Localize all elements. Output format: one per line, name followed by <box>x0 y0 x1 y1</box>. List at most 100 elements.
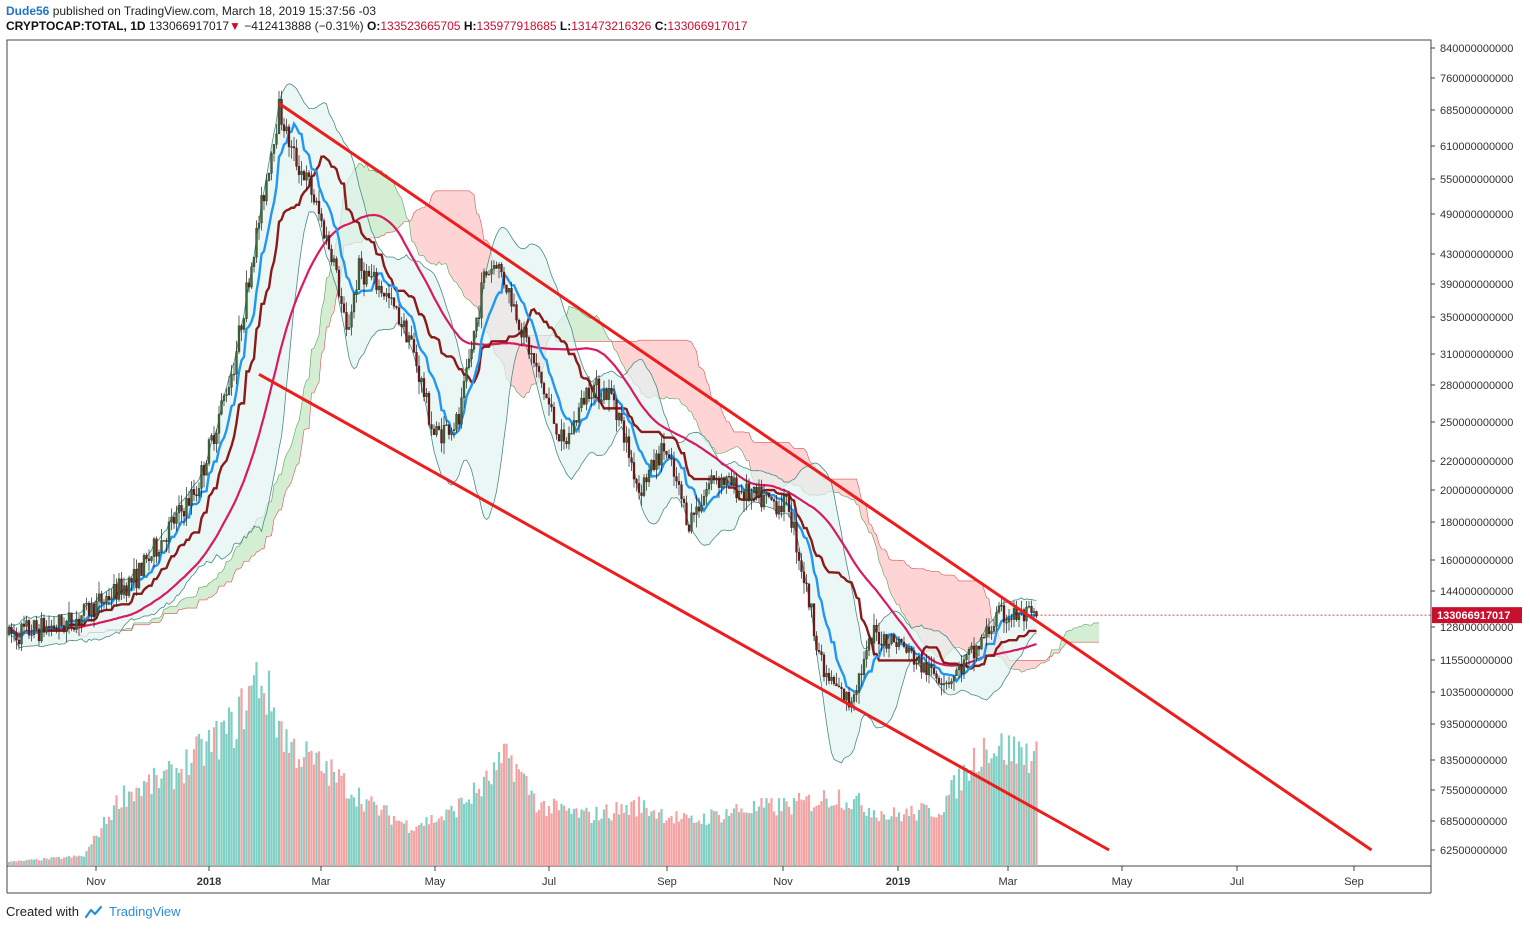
tradingview-brand[interactable]: TradingView <box>108 904 181 919</box>
volume-bar <box>165 769 168 866</box>
candle <box>925 654 928 682</box>
cloud-segment <box>659 340 662 399</box>
candle <box>777 500 781 520</box>
candle <box>147 549 151 571</box>
volume-bar <box>605 804 608 866</box>
candle <box>160 528 163 554</box>
volume-bar <box>522 773 526 866</box>
candle <box>312 189 316 206</box>
open-label: O: <box>367 19 381 33</box>
candle <box>927 655 931 684</box>
volume-bar <box>372 801 376 866</box>
volume-bar <box>535 812 538 866</box>
cloud-segment <box>911 568 914 631</box>
cloud-segment <box>784 442 787 486</box>
volume-bar <box>550 813 553 866</box>
candle <box>607 379 611 412</box>
volume-bar <box>320 770 323 866</box>
candle <box>752 486 756 503</box>
cloud-segment <box>421 207 424 257</box>
volume-bar <box>602 809 606 866</box>
candle <box>892 632 896 643</box>
candle <box>665 450 668 459</box>
cloud-segment <box>446 190 449 274</box>
cloud-segment <box>134 622 137 625</box>
volume-bar <box>992 753 996 866</box>
cloud-segment <box>591 317 594 342</box>
candle <box>282 117 286 138</box>
candle <box>807 582 811 611</box>
volume-bar <box>822 790 826 866</box>
candle <box>512 293 516 307</box>
author-link[interactable]: Dude56 <box>6 4 50 18</box>
volume-bar <box>425 817 428 866</box>
candle <box>300 161 303 186</box>
candle <box>577 402 581 433</box>
cloud-segment <box>206 583 209 600</box>
cloud-segment <box>1034 660 1037 669</box>
candle <box>820 644 823 662</box>
candle <box>555 423 558 440</box>
candle <box>660 436 663 473</box>
cloud-segment <box>889 558 892 596</box>
cloud-segment <box>664 340 667 399</box>
cloud-segment <box>921 568 924 643</box>
candle <box>747 478 751 503</box>
cloud-segment <box>149 619 152 625</box>
cloud-segment <box>241 536 244 568</box>
cloud-segment <box>254 518 257 557</box>
volume-bar <box>962 764 966 866</box>
upper-trend-line[interactable] <box>278 102 1373 852</box>
cloud-segment <box>474 194 477 307</box>
cloud-segment <box>954 575 957 648</box>
volume-bar <box>422 825 426 866</box>
volume-bar <box>122 785 126 866</box>
cloud-segment <box>236 546 239 570</box>
volume-bar <box>792 798 796 866</box>
volume-bar <box>252 675 256 866</box>
publish-line: Dude56 published on TradingView.com, Mar… <box>6 4 747 19</box>
volume-bar <box>675 811 678 866</box>
volume-bar <box>1020 747 1023 866</box>
volume-bar <box>375 804 378 866</box>
volume-bar <box>292 738 296 866</box>
candle <box>60 614 63 627</box>
cloud-segment <box>524 331 527 398</box>
cloud-segment <box>1021 660 1024 673</box>
cloud-segment <box>399 194 402 228</box>
volume-bar <box>397 820 401 866</box>
volume-bar <box>82 856 86 866</box>
y-tick-label: 490000000000 <box>1440 209 1513 221</box>
candle <box>372 265 376 285</box>
candle <box>72 622 76 632</box>
volume-bar <box>917 810 921 866</box>
volume-bar <box>597 820 601 866</box>
candle <box>705 482 708 505</box>
cloud-segment <box>886 551 889 589</box>
y-tick-label: 115500000000 <box>1440 655 1513 667</box>
candle <box>942 674 946 694</box>
cloud-segment <box>169 606 172 614</box>
candle <box>915 656 918 670</box>
candle <box>632 452 636 488</box>
cloud-segment <box>171 606 174 614</box>
candle <box>340 287 343 313</box>
cloud-segment <box>386 174 389 233</box>
volume-bar <box>997 745 1001 866</box>
candle <box>770 496 773 502</box>
candle <box>957 661 961 679</box>
lower-trend-line[interactable] <box>258 373 1110 852</box>
cloud-segment <box>1079 626 1082 643</box>
candle <box>715 470 718 485</box>
candle <box>342 296 346 314</box>
volume-bar <box>627 814 631 866</box>
volume-bar <box>702 813 706 866</box>
volume-bar <box>7 862 11 866</box>
cloud-segment <box>454 190 457 283</box>
candle <box>905 644 908 654</box>
cloud-segment <box>891 560 894 600</box>
volume-bar <box>270 711 273 866</box>
volume-bar <box>17 860 21 866</box>
candle <box>410 325 413 340</box>
